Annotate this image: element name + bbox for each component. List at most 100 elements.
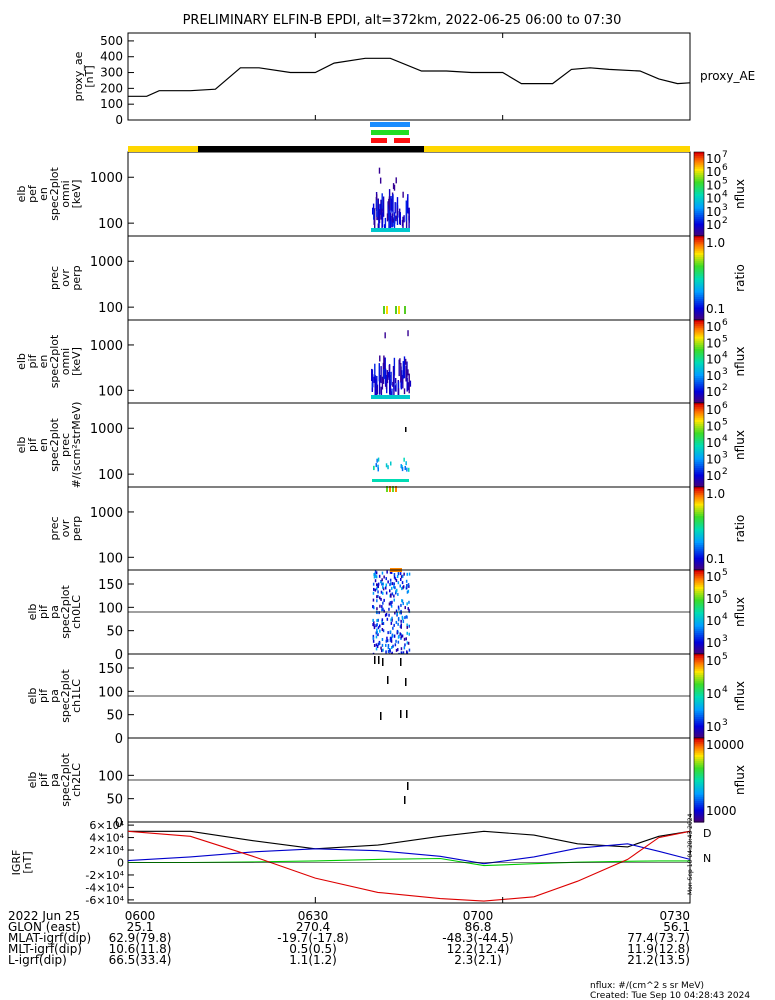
- spectrogram-cell: [378, 611, 380, 615]
- colorbar-cell: [694, 292, 704, 296]
- spectrogram-cell: [396, 575, 399, 578]
- colorbar-cell: [694, 227, 704, 231]
- spectrogram-cell: [381, 582, 383, 586]
- y-tick-label: 1000: [90, 339, 123, 354]
- spectrogram-cell: [402, 651, 405, 655]
- spectrogram-cell: [394, 643, 397, 647]
- colorbar-cell: [694, 236, 704, 239]
- colorbar-cell: [694, 170, 704, 174]
- spectrogram-cell: [397, 640, 400, 644]
- colorbar-cell: [694, 246, 704, 250]
- colorbar-cell: [694, 367, 704, 371]
- spectrogram-cell: [376, 628, 378, 632]
- spectrogram-cell: [384, 368, 387, 385]
- spectrogram-cell: [406, 651, 409, 655]
- colorbar-cell: [694, 622, 704, 626]
- colorbar-tick-exponent: 5: [722, 418, 728, 428]
- colorbar-tick-exponent: 5: [722, 176, 728, 186]
- ylabel-line: ovr: [59, 519, 72, 537]
- spectrogram-cell: [389, 382, 392, 392]
- spectrogram-cell: [399, 358, 401, 365]
- spectrogram-cell: [398, 607, 400, 611]
- colorbar-cell: [694, 633, 704, 636]
- colorbar-cell: [694, 351, 704, 354]
- colorbar-cell: [694, 698, 704, 701]
- colorbar-cell: [694, 338, 704, 342]
- colorbar-cell: [694, 468, 704, 471]
- colorbar-cell: [694, 206, 704, 210]
- colorbar-cell: [694, 593, 704, 596]
- spectrogram-cell: [375, 463, 377, 468]
- colorbar-cell: [694, 305, 704, 308]
- colorbar-tick-label: 10: [706, 403, 721, 417]
- spectrogram-cell: [373, 587, 375, 591]
- ylabel-line: omni: [59, 180, 72, 207]
- spectrogram-cell: [389, 486, 391, 492]
- spectrogram-cell: [388, 602, 391, 606]
- colorbar-cell: [694, 455, 704, 459]
- colorbar-cell: [694, 428, 704, 431]
- colorbar-cell: [694, 380, 704, 383]
- colorbar-cell: [694, 803, 704, 806]
- spectrogram-cell: [406, 623, 408, 627]
- colorbar-cell: [694, 474, 704, 478]
- spectrogram-cell: [396, 205, 399, 225]
- colorbar-cell: [694, 614, 704, 617]
- spectrogram-cell: [381, 571, 384, 575]
- colorbar-cell: [694, 156, 704, 159]
- spectrogram-cell: [372, 582, 375, 586]
- spectrogram-cell: [374, 375, 377, 390]
- xaxis-value: 25.1: [127, 920, 154, 934]
- panel-2: 100 1000 0.1 1.0 ratio: [90, 235, 747, 321]
- spectrogram-cell: [377, 590, 379, 594]
- colorbar-label: nflux: [733, 765, 747, 795]
- colorbar-cell: [694, 493, 704, 496]
- colorbar-cell: [694, 612, 704, 615]
- colorbar-cell: [694, 601, 704, 605]
- spectrogram-cell: [405, 365, 407, 382]
- spectrogram-cell: [384, 357, 386, 380]
- colorbar-cell: [694, 336, 704, 340]
- colorbar-cell: [694, 365, 704, 369]
- spectrogram-cell: [408, 648, 411, 652]
- spectrogram-cell: [379, 596, 381, 600]
- colorbar-cell: [694, 647, 704, 651]
- colorbar-cell: [694, 505, 704, 509]
- spectrogram-cell: [378, 167, 381, 174]
- spectrogram-cell: [401, 467, 404, 472]
- y-tick-label: 200: [100, 81, 123, 95]
- spectrogram-cell: [402, 191, 404, 198]
- spectrogram-cell: [372, 634, 375, 638]
- colorbar-cell: [694, 217, 704, 220]
- spectrogram-cell: [381, 638, 384, 641]
- igrf-right-label: D: [703, 827, 711, 840]
- colorbar-cell: [694, 194, 704, 197]
- spectrogram-cell: [405, 427, 407, 432]
- colorbar-cell: [694, 212, 704, 216]
- spectrogram-cell: [375, 647, 378, 651]
- colorbar-cell: [694, 322, 704, 325]
- colorbar-tick-label: 1000: [706, 804, 737, 818]
- y-tick-label: 500: [100, 34, 123, 48]
- colorbar-cell: [694, 712, 704, 716]
- colorbar-cell: [694, 173, 704, 176]
- colorbar-cell: [694, 164, 704, 168]
- spectrogram-cell: [371, 383, 374, 391]
- spectrogram-cell: [392, 486, 394, 492]
- proxy-ae-right-label: proxy_AE: [700, 69, 755, 83]
- spectrogram-cell: [382, 582, 384, 586]
- spectrogram-cell: [383, 598, 385, 602]
- colorbar-cell: [694, 540, 704, 544]
- spectrogram-cell: [381, 618, 384, 622]
- spectrogram-cell: [390, 604, 393, 608]
- ylabel-line: spec2plot: [48, 167, 61, 221]
- colorbar-cell: [694, 183, 704, 187]
- spectrogram-cell: [402, 602, 404, 606]
- spectrogram-cell: [394, 611, 396, 615]
- colorbar-cell: [694, 371, 704, 375]
- colorbar-tick-label: 10: [706, 636, 721, 650]
- panel-frame: [127, 32, 691, 121]
- xaxis-value: 0730: [659, 909, 690, 923]
- spectrogram-cell: [400, 625, 402, 629]
